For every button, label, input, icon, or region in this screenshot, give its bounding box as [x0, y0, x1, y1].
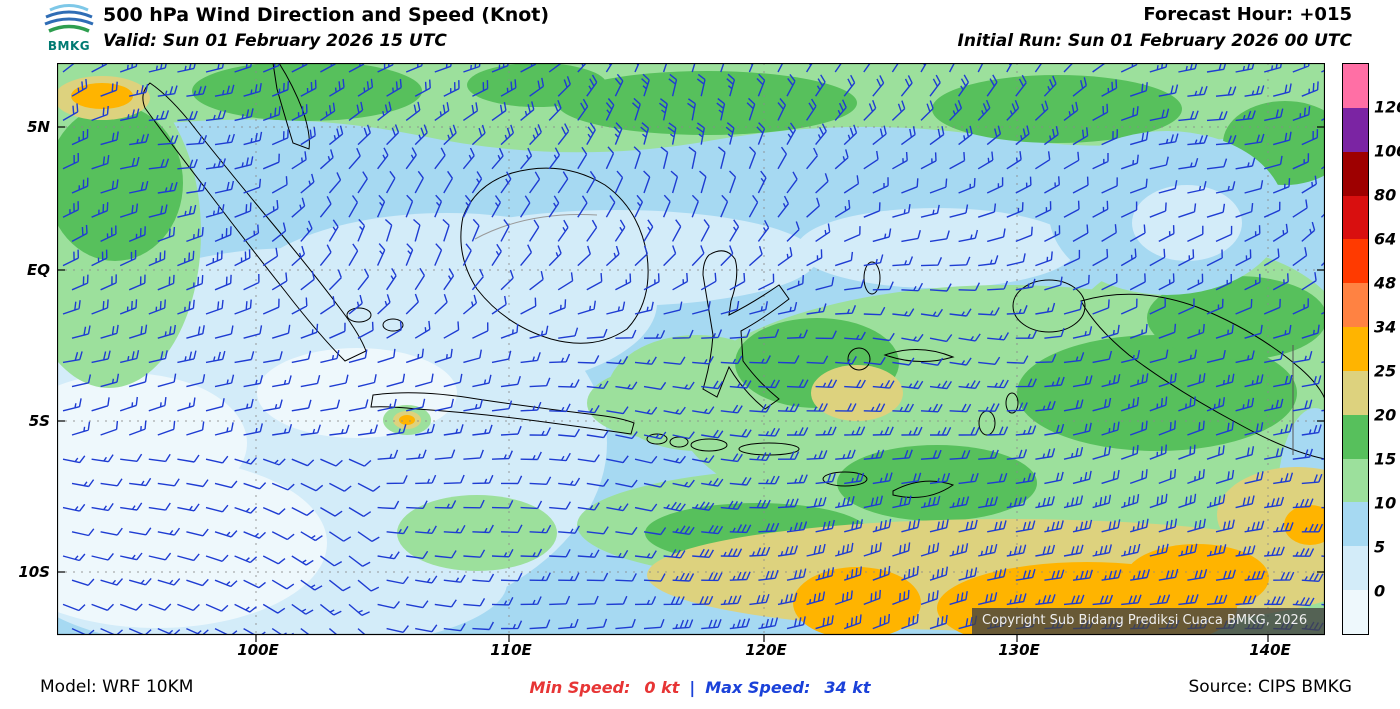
max-speed-value: 34 kt [824, 678, 871, 697]
colorbar-label: 5 [1374, 537, 1386, 557]
axis-ticks [57, 126, 1325, 642]
colorbar-segment [1343, 151, 1368, 196]
colorbar-segment [1343, 590, 1368, 634]
colorbar-segment [1343, 107, 1368, 152]
colorbar-segment [1343, 502, 1368, 547]
model-label: Model: WRF 10KM [40, 677, 194, 697]
colorbar-segment [1343, 458, 1368, 503]
coastlines [142, 63, 1325, 498]
source-label: Source: CIPS BMKG [1188, 677, 1352, 697]
lon-label-110e: 110E [490, 641, 532, 659]
valid-time: Valid: Sun 01 February 2026 15 UTC [103, 31, 447, 51]
colorbar-segment [1343, 327, 1368, 371]
colorbar-segment [1343, 195, 1368, 240]
lat-label-5s: 5S [28, 412, 50, 430]
lon-label-140e: 140E [1249, 641, 1291, 659]
colorbar-label: 34 [1374, 317, 1397, 337]
colorbar-label: 25 [1374, 361, 1397, 381]
colorbar-label: 100 [1374, 141, 1400, 161]
colorbar-label: 15 [1374, 449, 1397, 469]
speed-summary: Min Speed: 0 kt | Max Speed: 34 kt [529, 678, 870, 697]
colorbar-label: 80 [1374, 185, 1397, 205]
graticule [57, 63, 1325, 635]
colorbar-label: 64 [1374, 229, 1397, 249]
max-speed-label: Max Speed: [705, 678, 811, 697]
colorbar-label: 0 [1374, 581, 1386, 601]
colorbar-segment [1343, 414, 1368, 459]
lat-label-10s: 10S [18, 563, 50, 581]
colorbar-label: 48 [1374, 273, 1397, 293]
colorbar [1342, 63, 1369, 635]
bmkg-logo-text: BMKG [47, 39, 91, 53]
colorbar-label: 120 [1374, 97, 1400, 117]
weather-map [57, 63, 1325, 642]
colorbar-labels: 120 100 80 64 48 34 25 20 15 10 5 0 [1374, 63, 1400, 635]
colorbar-segment [1343, 546, 1368, 591]
min-speed-value: 0 kt [644, 678, 680, 697]
wind-speed-shading [57, 63, 1325, 635]
country-borders [474, 214, 1294, 455]
bmkg-logo-icon [44, 4, 94, 33]
lon-label-130e: 130E [998, 641, 1040, 659]
initial-run: Initial Run: Sun 01 February 2026 00 UTC [957, 31, 1352, 51]
lat-label-5n: 5N [27, 118, 50, 136]
colorbar-segment [1343, 64, 1368, 108]
wind-barbs [62, 63, 1325, 635]
speed-divider: | [689, 678, 696, 697]
page-title: 500 hPa Wind Direction and Speed (Knot) [103, 4, 550, 26]
copyright-notice: Copyright Sub Bidang Prediksi Cuaca BMKG… [972, 608, 1324, 634]
colorbar-segment [1343, 239, 1368, 284]
lon-label-120e: 120E [745, 641, 787, 659]
map-border [57, 63, 1325, 636]
colorbar-segment [1343, 283, 1368, 328]
bmkg-logo: BMKG [40, 2, 98, 53]
forecast-hour: Forecast Hour: +015 [1143, 4, 1352, 25]
colorbar-label: 20 [1374, 405, 1397, 425]
colorbar-label: 10 [1374, 493, 1397, 513]
min-speed-label: Min Speed: [529, 678, 631, 697]
colorbar-segment [1343, 370, 1368, 415]
map-canvas: Copyright Sub Bidang Prediksi Cuaca BMKG… [57, 63, 1325, 643]
lon-label-100e: 100E [237, 641, 279, 659]
lat-label-eq: EQ [27, 261, 50, 279]
